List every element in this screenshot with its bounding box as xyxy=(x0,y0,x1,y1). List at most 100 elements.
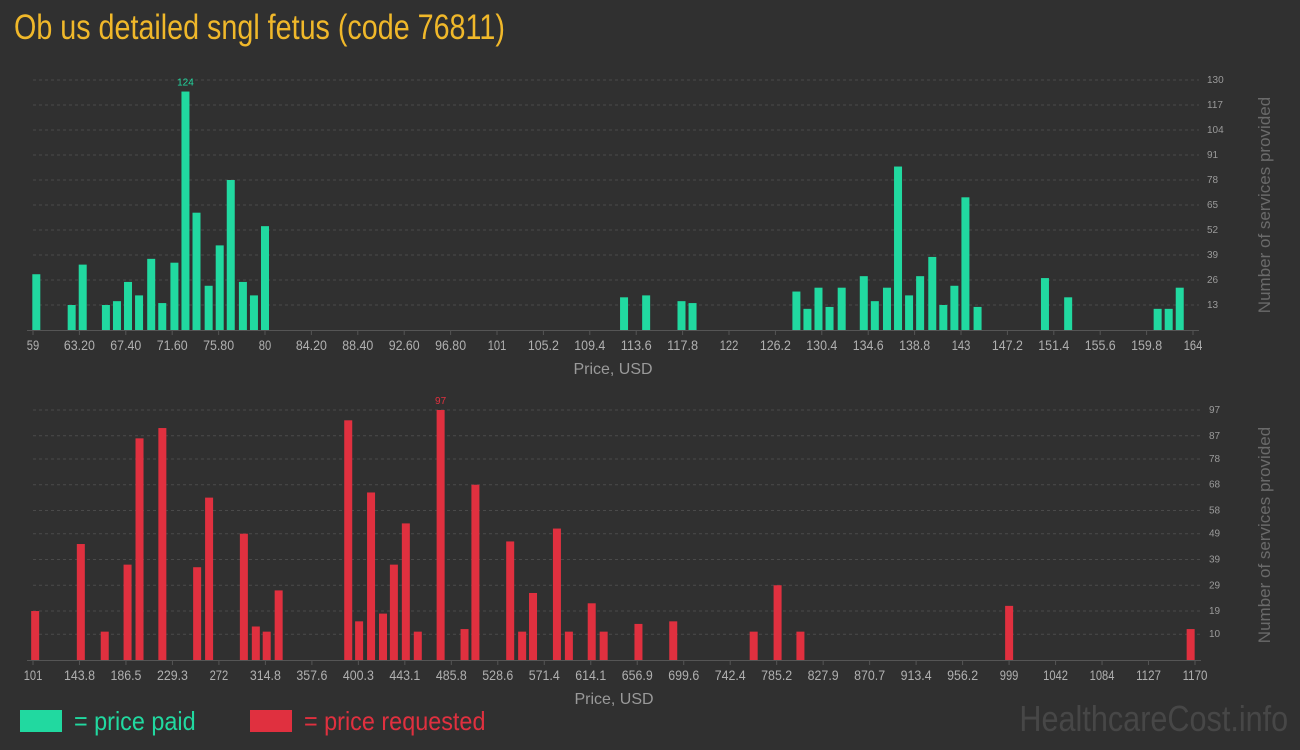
paid-bar xyxy=(688,303,697,330)
paid-y-tick-label: 52 xyxy=(1207,225,1219,236)
paid-bar xyxy=(67,305,76,330)
paid-bar xyxy=(642,295,651,330)
paid-bar xyxy=(78,264,87,330)
paid-bar xyxy=(939,305,948,330)
requested-bar xyxy=(634,623,643,660)
requested-bar xyxy=(389,564,398,660)
requested-x-tick-label: 186.5 xyxy=(110,667,141,683)
paid-x-tick-label: 92.60 xyxy=(389,337,420,353)
requested-bar xyxy=(436,410,445,660)
paid-y-tick-label: 78 xyxy=(1207,175,1219,186)
paid-y-tick-label: 26 xyxy=(1207,275,1219,286)
legend-paid: = price paid xyxy=(20,704,209,738)
requested-bar xyxy=(796,631,805,660)
paid-x-tick-label: 122 xyxy=(720,337,739,353)
paid-bar xyxy=(916,276,925,330)
watermark: HealthcareCost.info xyxy=(1019,698,1288,739)
paid-bar xyxy=(894,166,903,330)
paid-bar xyxy=(135,295,144,330)
requested-bar xyxy=(262,631,271,660)
requested-x-tick-label: 571.4 xyxy=(529,667,560,683)
paid-x-axis-title: Price, USD xyxy=(573,361,652,378)
requested-x-tick-label: 1084 xyxy=(1090,667,1115,683)
paid-x-tick-label: 109.4 xyxy=(574,337,605,353)
paid-y-axis-title: Number of services provided xyxy=(1255,97,1274,313)
paid-bar xyxy=(620,297,629,330)
requested-x-tick-label: 1170 xyxy=(1183,667,1208,683)
paid-peak-label: 124 xyxy=(177,78,194,89)
requested-bar xyxy=(344,420,353,660)
paid-bar xyxy=(204,285,213,330)
requested-bar xyxy=(379,613,388,660)
paid-bar xyxy=(1175,287,1184,330)
requested-x-tick-label: 956.2 xyxy=(947,667,978,683)
requested-bar xyxy=(599,631,608,660)
paid-x-tick-label: 59 xyxy=(27,337,40,353)
requested-y-tick-label: 68 xyxy=(1209,480,1221,491)
requested-x-tick-label: 528.6 xyxy=(482,667,513,683)
requested-bar xyxy=(274,590,283,660)
requested-bar xyxy=(239,533,248,660)
paid-bar xyxy=(973,306,982,330)
paid-x-tick-label: 130.4 xyxy=(806,337,837,353)
requested-bar xyxy=(355,621,364,660)
paid-x-tick-label: 117.8 xyxy=(667,337,698,353)
requested-bar xyxy=(773,585,782,660)
paid-x-tick-label: 75.80 xyxy=(203,337,234,353)
paid-bar xyxy=(1064,297,1073,330)
requested-x-tick-label: 101 xyxy=(24,667,43,683)
paid-x-tick-label: 105.2 xyxy=(528,337,559,353)
paid-bar xyxy=(249,295,258,330)
requested-x-tick-label: 443.1 xyxy=(389,667,420,683)
requested-bar xyxy=(471,484,480,660)
requested-x-axis-title: Price, USD xyxy=(574,691,653,708)
requested-y-tick-label: 58 xyxy=(1209,506,1221,517)
requested-x-tick-label: 785.2 xyxy=(761,667,792,683)
requested-x-tick-label: 1127 xyxy=(1136,667,1161,683)
requested-y-axis-title: Number of services provided xyxy=(1255,427,1274,643)
paid-x-tick-label: 134.6 xyxy=(853,337,884,353)
requested-x-tick-label: 272 xyxy=(210,667,229,683)
requested-bar xyxy=(158,428,167,660)
paid-bar xyxy=(961,197,970,330)
paid-x-tick-label: 155.6 xyxy=(1085,337,1116,353)
requested-bar xyxy=(251,626,260,660)
paid-bar xyxy=(905,295,914,330)
page-title: Ob us detailed sngl fetus (code 76811) xyxy=(14,8,505,47)
requested-bar xyxy=(31,611,40,660)
requested-bar xyxy=(205,497,214,660)
requested-x-tick-label: 314.8 xyxy=(250,667,281,683)
requested-bar xyxy=(1186,629,1195,660)
paid-y-tick-label: 130 xyxy=(1207,75,1224,86)
requested-x-tick-label: 913.4 xyxy=(901,667,932,683)
paid-x-tick-label: 84.20 xyxy=(296,337,327,353)
paid-bar xyxy=(181,91,190,331)
paid-bar xyxy=(32,274,41,330)
requested-bar xyxy=(401,523,410,660)
legend-requested-swatch xyxy=(250,710,292,732)
requested-y-tick-label: 29 xyxy=(1209,580,1221,591)
paid-bar xyxy=(792,291,801,330)
paid-x-tick-label: 96.80 xyxy=(435,337,466,353)
requested-bar xyxy=(100,631,109,660)
requested-bar xyxy=(193,567,202,660)
requested-bar xyxy=(669,621,678,660)
paid-bar xyxy=(882,287,891,330)
paid-bar xyxy=(1040,278,1049,330)
requested-bar xyxy=(413,631,422,660)
paid-x-tick-label: 80 xyxy=(259,337,272,353)
requested-x-tick-label: 357.6 xyxy=(296,667,327,683)
paid-bar xyxy=(192,212,201,330)
paid-bar xyxy=(837,287,846,330)
paid-x-tick-label: 159.8 xyxy=(1131,337,1162,353)
paid-bar xyxy=(814,287,823,330)
requested-y-tick-label: 87 xyxy=(1209,431,1221,442)
paid-bar xyxy=(803,308,812,330)
price-paid-chart: 13 26 39 52 65 78 91 104 117 130 59 63.20 67.40 71.60… xyxy=(27,75,1274,378)
paid-y-tick-label: 65 xyxy=(1207,200,1219,211)
requested-x-tick-label: 870.7 xyxy=(854,667,885,683)
paid-x-tick-label: 143 xyxy=(952,337,971,353)
requested-bar xyxy=(587,603,596,660)
requested-bar xyxy=(518,631,527,660)
requested-x-tick-label: 742.4 xyxy=(715,667,746,683)
